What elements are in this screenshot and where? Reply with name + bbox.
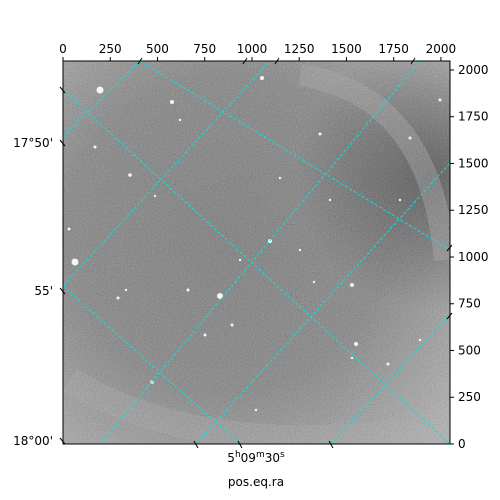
bottom-axis-label: 5h09m30s: [227, 450, 285, 465]
star: [318, 132, 322, 136]
star: [278, 176, 282, 180]
star: [350, 283, 354, 287]
star-field: [67, 76, 442, 412]
star: [386, 362, 390, 366]
grid-line: [63, 61, 141, 137]
left-tick: [59, 437, 66, 445]
star: [418, 338, 422, 342]
star: [116, 296, 120, 300]
star: [398, 198, 402, 202]
star: [238, 258, 242, 262]
top-tick-label: 250: [99, 42, 122, 56]
top-tick-label: 1500: [331, 42, 362, 56]
star: [350, 356, 354, 360]
top-ra-tick: [274, 57, 280, 65]
top-axis: 0 250 500 750 1000 1250 1500 1750 2000: [59, 42, 456, 61]
star: [354, 342, 358, 346]
top-ra-tick: [137, 57, 143, 65]
top-tick-label: 1000: [237, 42, 268, 56]
star: [153, 194, 157, 198]
star: [260, 76, 264, 80]
star: [93, 145, 97, 149]
bottom-tick: [328, 440, 334, 449]
star: [67, 227, 71, 231]
coordinate-grid: [63, 61, 450, 444]
star: [328, 198, 332, 202]
top-tick-label: 1250: [284, 42, 315, 56]
right-tick-label: 0: [458, 437, 466, 451]
top-tick-label: 750: [193, 42, 216, 56]
top-ra-tick: [242, 57, 248, 65]
star: [96, 86, 104, 94]
top-tick-label: 2000: [426, 42, 457, 56]
right-dec-tick: [446, 244, 453, 252]
star: [298, 248, 302, 252]
grid-line: [330, 313, 450, 444]
right-dec-tick: [446, 312, 453, 320]
grid-line: [63, 61, 271, 287]
right-tick-label: 1250: [458, 203, 489, 217]
bottom-tick: [237, 440, 243, 449]
left-axis: 17°50' 55' 18°00': [13, 86, 66, 448]
left-tick-label: 17°50': [13, 136, 53, 150]
left-tick-label: 18°00': [13, 434, 53, 448]
right-tick-label: 250: [458, 390, 481, 404]
star: [217, 293, 223, 299]
star: [178, 118, 182, 122]
right-tick-label: 500: [458, 343, 481, 357]
plot-frame: [62, 60, 451, 445]
left-tick: [59, 287, 66, 295]
right-tick-label: 2000: [458, 63, 489, 77]
left-tick: [59, 86, 66, 94]
x-axis-title: pos.eq.ra: [228, 475, 284, 489]
right-tick-label: 1500: [458, 156, 489, 170]
grid-line: [63, 89, 450, 444]
right-tick-label: 750: [458, 297, 481, 311]
bottom-axis: [137, 57, 453, 449]
left-tick-label: 55': [34, 284, 53, 298]
star: [203, 333, 207, 337]
right-axis: 0 250 500 750 1000 1250 1500 1750 2000: [450, 63, 489, 451]
grid-line: [195, 162, 450, 444]
grid-line: [63, 285, 241, 444]
grid-line: [99, 61, 421, 444]
top-tick-label: 500: [146, 42, 169, 56]
left-tick: [59, 139, 66, 147]
star: [438, 98, 442, 102]
star: [170, 100, 174, 104]
top-tick-label: 1750: [378, 42, 409, 56]
right-tick-label: 1750: [458, 110, 489, 124]
top-tick-label: 0: [59, 42, 67, 56]
right-tick-label: 1000: [458, 250, 489, 264]
sky-image: [63, 61, 450, 444]
star: [312, 280, 316, 284]
star: [186, 288, 190, 292]
star: [408, 136, 412, 140]
star: [128, 173, 132, 177]
star: [124, 288, 128, 292]
star: [254, 408, 258, 412]
top-ra-tick: [410, 57, 416, 65]
star: [230, 323, 234, 327]
star: [71, 258, 79, 266]
bottom-tick: [193, 440, 199, 449]
grid-line: [139, 61, 450, 251]
